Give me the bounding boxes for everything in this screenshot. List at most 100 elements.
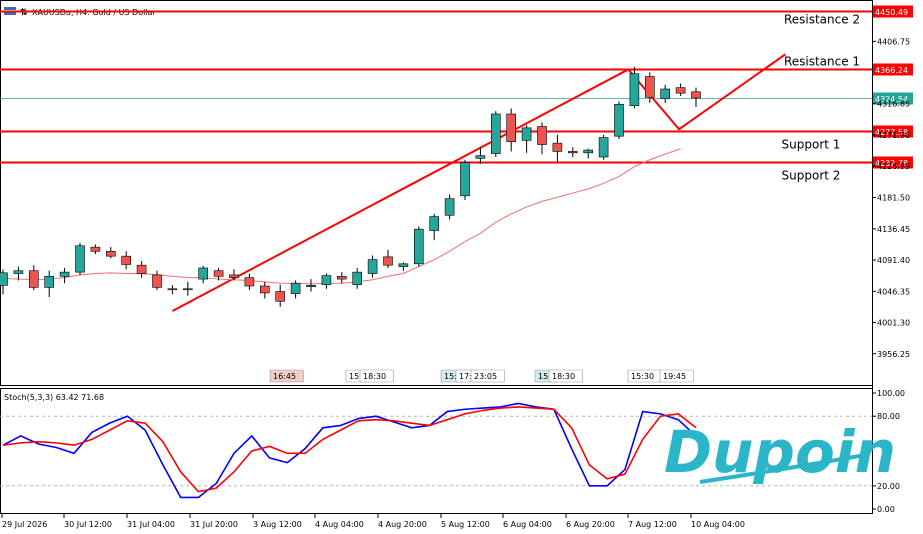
event-marker <box>659 369 694 383</box>
level-price-text: 4232.78 <box>875 159 908 168</box>
candle-body <box>28 270 39 288</box>
level-name: Support 2 <box>782 169 841 183</box>
time-tick-label: 6 Aug 04:00 <box>503 520 552 529</box>
event-time: 18:30 <box>363 372 386 381</box>
trade-arrows-icon[interactable]: ⇅ <box>20 8 28 18</box>
candle-body <box>660 88 671 100</box>
time-tick-label: 31 Jul 20:00 <box>190 520 238 529</box>
event-time: 15: <box>538 372 551 381</box>
time-tick-label: 29 Jul 2026 <box>2 520 47 529</box>
time-tick-label: 3 Aug 12:00 <box>253 520 302 529</box>
candle-body <box>106 251 116 257</box>
event-time: 23:05 <box>474 372 497 381</box>
time-tick-label: 4 Aug 20:00 <box>378 520 427 529</box>
stoch-k-line <box>2 402 697 499</box>
candle-body <box>398 263 409 267</box>
event-marker <box>548 369 583 383</box>
event-markers: 16:45 15: 18:30 15: 17: 23:05 15: 18:30 15:30 19:… <box>269 369 694 383</box>
candle-body <box>336 275 347 280</box>
level-price-text: 4450.49 <box>875 8 908 17</box>
candle-body <box>229 274 239 278</box>
candle-body <box>306 285 316 287</box>
price-tick-label: 4181.50 <box>877 194 910 203</box>
event-marker <box>359 369 394 383</box>
candle-body <box>567 151 578 154</box>
candle-body <box>521 127 532 141</box>
level-lines: Resistance 2 4450.49 Resistance 1 4366.24 Su… <box>0 5 913 183</box>
candle-body <box>506 113 517 143</box>
candle-body <box>429 216 440 231</box>
candle-body <box>552 142 563 152</box>
price-axis: 4406.75 4316.85 4271.90 4226.95 4181.50 4136.… <box>872 37 910 359</box>
stochastic-oscillator <box>0 402 872 499</box>
event-time: 17: <box>459 372 472 381</box>
candle-body <box>13 270 24 274</box>
candle-body <box>259 285 270 294</box>
price-tick-label: 4406.75 <box>877 37 910 46</box>
time-axis: 29 Jul 2026 30 Jul 12:00 31 Jul 04:00 31 Ju… <box>1 514 745 529</box>
stoch-tick-label: 100.00 <box>877 389 905 398</box>
level-price-tag <box>873 156 913 169</box>
time-tick-label: 30 Jul 12:00 <box>64 520 112 529</box>
candle-body <box>75 245 85 273</box>
candle-body <box>383 256 393 266</box>
candle-body <box>198 267 208 280</box>
time-tick-label: 5 Aug 12:00 <box>441 520 490 529</box>
candle-body <box>44 275 55 288</box>
candle-body <box>321 275 332 285</box>
time-tick-label: 31 Jul 04:00 <box>127 520 175 529</box>
current-price-tag <box>873 92 913 105</box>
candle-body <box>475 155 486 159</box>
event-time: 15:30 <box>631 372 654 381</box>
price-tick-label: 4316.85 <box>877 100 910 109</box>
candle-body <box>583 149 594 154</box>
candle-body <box>152 274 162 288</box>
level-price-tag <box>873 125 913 138</box>
event-time: 15: <box>349 372 362 381</box>
dupoin-watermark: Dupoin <box>664 418 896 486</box>
candle-body <box>136 264 147 274</box>
price-tick-label: 4001.30 <box>877 319 910 328</box>
event-marker <box>269 369 304 383</box>
candle-body <box>460 162 470 197</box>
candle-body <box>0 272 8 286</box>
candle-body <box>490 113 501 154</box>
price-tick-label: 4046.35 <box>877 287 910 296</box>
event-time: 19:45 <box>663 372 686 381</box>
candle-body <box>183 288 193 291</box>
candle-body <box>167 288 178 291</box>
candle-body <box>629 73 640 106</box>
level-name: Support 1 <box>782 138 841 152</box>
time-tick-label: 10 Aug 04:00 <box>691 520 745 529</box>
current-price-text: 4324.54 <box>875 95 908 104</box>
candle-body <box>275 291 286 302</box>
stoch-axis: 100.00 80.00 20.00 0.00 <box>872 389 905 514</box>
candle-body <box>59 271 70 277</box>
candle-body <box>290 282 301 294</box>
level-price-tag <box>873 5 913 18</box>
time-tick-label: 7 Aug 12:00 <box>628 520 677 529</box>
level-price-text: 4366.24 <box>875 66 908 75</box>
time-tick-label: 4 Aug 04:00 <box>315 520 364 529</box>
candle-body <box>614 103 624 137</box>
price-tick-label: 4136.45 <box>877 225 910 234</box>
uptrend-line <box>171 68 629 312</box>
candle-body <box>537 126 547 145</box>
stoch-tick-label: 0.00 <box>877 505 895 514</box>
candle-body <box>598 137 609 158</box>
candle-body <box>675 87 686 94</box>
price-tick-label: 4226.95 <box>877 162 910 171</box>
stoch-tick-label: 20.00 <box>877 482 900 491</box>
level-name: Resistance 2 <box>784 13 860 27</box>
time-tick-label: 6 Aug 20:00 <box>566 520 615 529</box>
level-price-tag <box>873 63 913 76</box>
event-time: 18:30 <box>552 372 575 381</box>
candles <box>0 66 701 307</box>
candle-body <box>367 259 378 274</box>
candle-body <box>213 270 224 277</box>
stoch-label: Stoch(5,3,3) 63.42 71.68 <box>4 393 104 402</box>
candle-body <box>644 76 655 98</box>
candle-body <box>244 277 255 287</box>
